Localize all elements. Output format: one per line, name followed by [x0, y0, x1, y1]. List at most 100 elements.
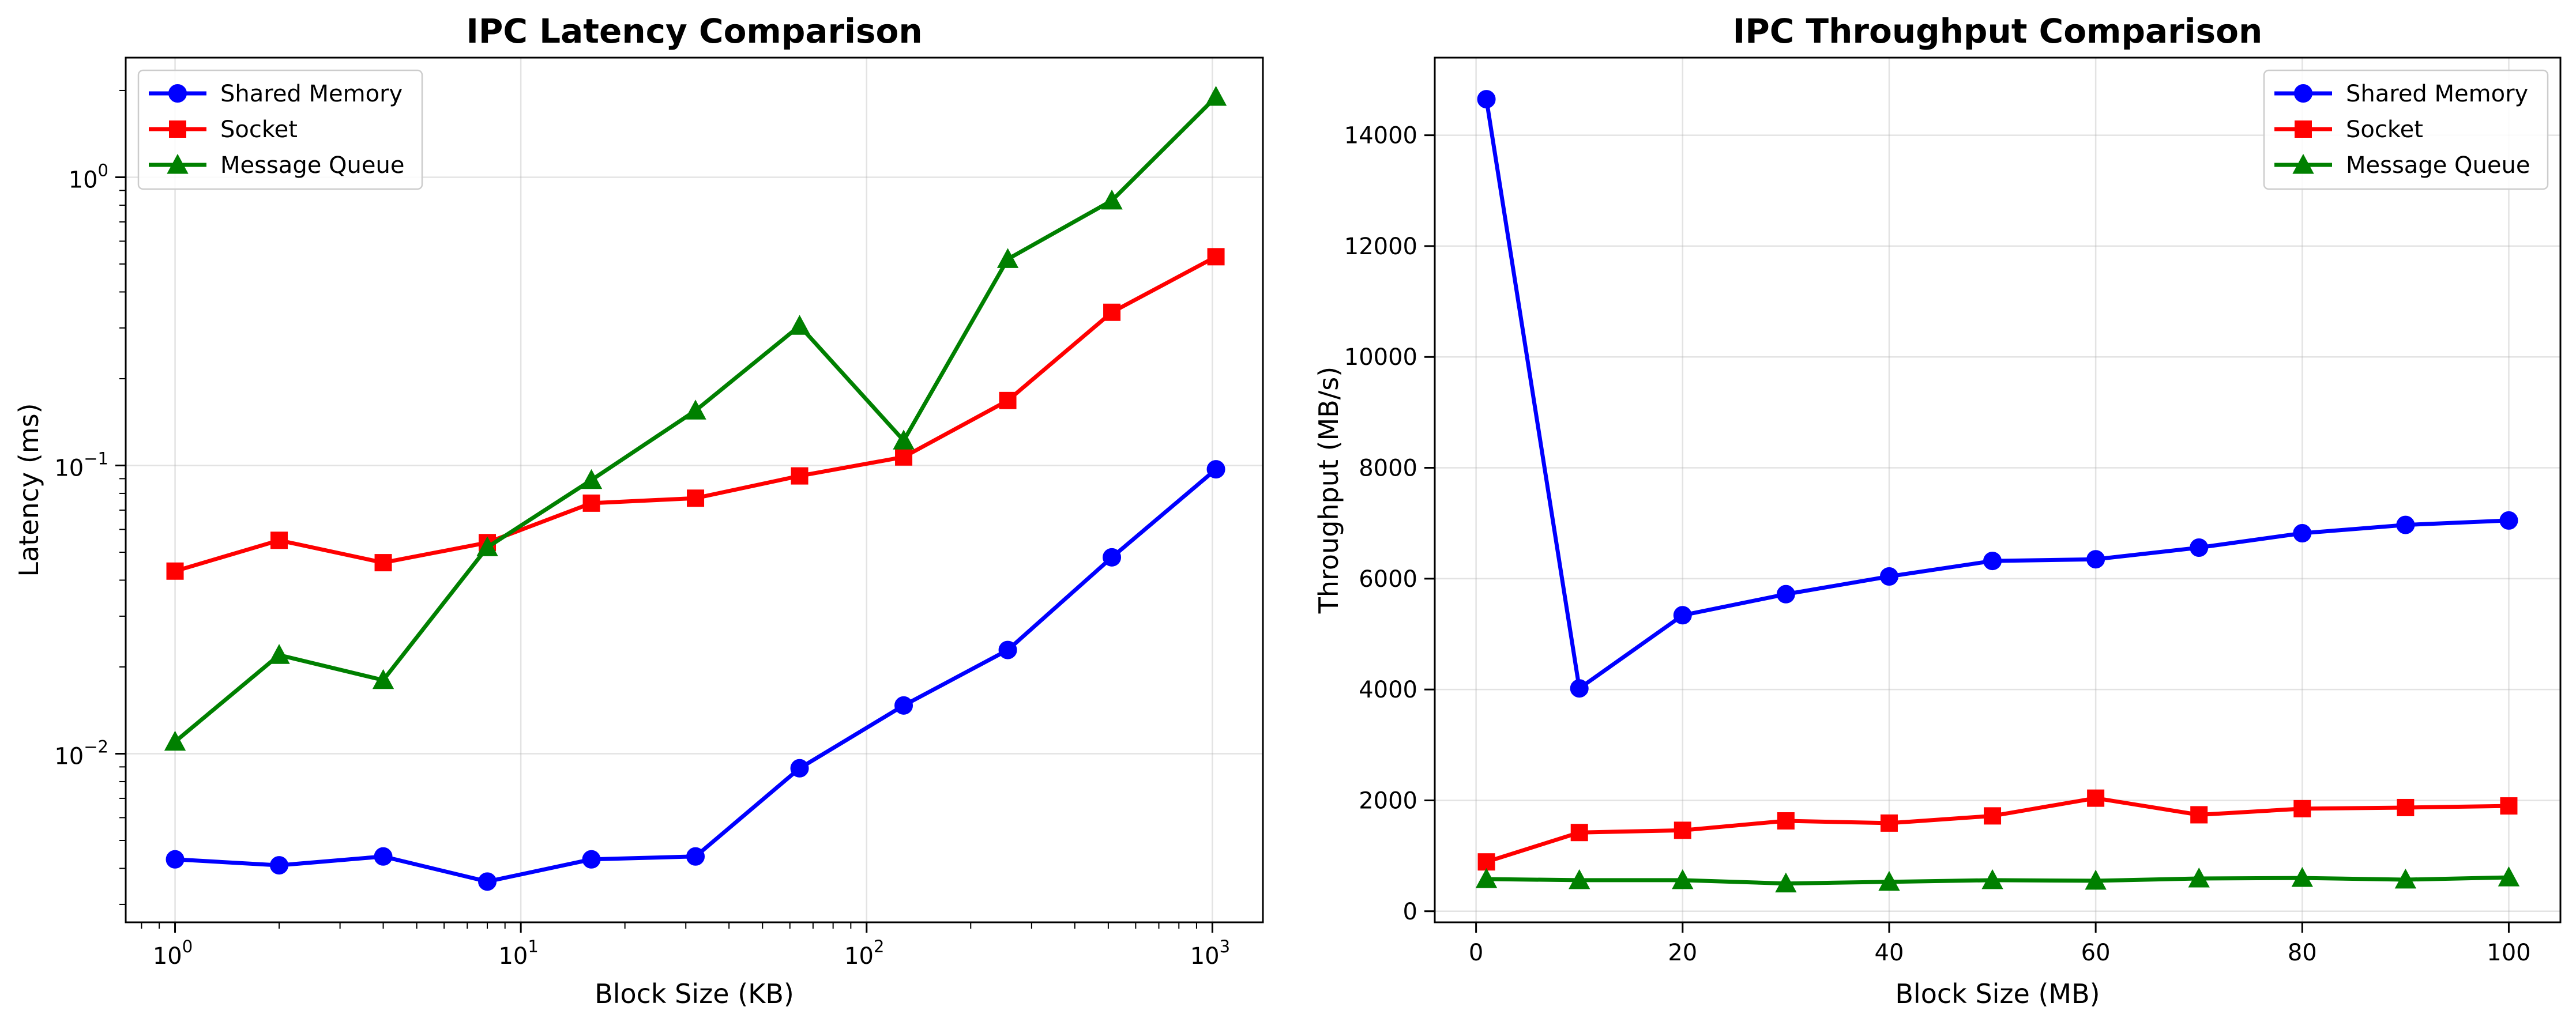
data-point [996, 248, 1019, 268]
legend-marker [169, 120, 186, 138]
data-point [788, 315, 811, 335]
data-point [1569, 869, 1590, 889]
data-point [1672, 869, 1694, 889]
data-point [1775, 872, 1797, 893]
data-point [1570, 679, 1589, 698]
series-message-queue [164, 86, 1227, 751]
tick-base: 10 [498, 943, 528, 970]
series-message-queue [1475, 866, 2520, 893]
tick-base: 10 [54, 455, 84, 481]
x-axis-label: Block Size (KB) [595, 978, 794, 1009]
data-point [582, 494, 600, 512]
data-point [1477, 853, 1495, 871]
data-point [1878, 870, 1900, 891]
data-point [2086, 550, 2105, 569]
legend-item: Message Queue [2274, 152, 2530, 179]
y-tick-label: 0 [1403, 899, 1417, 925]
data-point [1101, 189, 1123, 210]
legend-item: Shared Memory [149, 81, 403, 107]
data-point [895, 448, 913, 466]
plot-area [1435, 58, 2560, 922]
data-point [2188, 867, 2210, 888]
legend: Shared Memory Socket Message Queue [2263, 69, 2549, 190]
data-point [1205, 86, 1227, 106]
x-tick-label: 100 [2487, 940, 2530, 966]
y-axis-label: Latency (ms) [13, 403, 44, 576]
data-point [1570, 824, 1588, 842]
legend-item: Socket [2274, 116, 2423, 143]
legend-label: Socket [220, 116, 298, 143]
y-tick-label: 14000 [1344, 123, 1417, 149]
data-point [1103, 548, 1122, 567]
minor-ticks [119, 89, 1197, 929]
y-ticks: 0 2000 4000 6000 8000 10000 12000 14000 [1344, 123, 1435, 925]
legend-box [2263, 69, 2549, 190]
data-point [1673, 606, 1692, 625]
tick-exponent: −2 [84, 737, 108, 756]
y-tick-label: 2000 [1359, 787, 1417, 814]
tick-base: 10 [844, 943, 874, 970]
data-point [2499, 511, 2518, 530]
data-point [1880, 814, 1898, 832]
tick-base: 10 [54, 743, 84, 770]
x-tick-label: 101 [498, 937, 538, 970]
data-point [374, 554, 392, 572]
y-axis-label: Throughput (MB/s) [1313, 367, 1344, 614]
data-point [268, 644, 290, 664]
series-shared-memory [1477, 90, 2518, 698]
legend-label: Socket [2346, 116, 2423, 143]
legend-item: Message Queue [149, 152, 404, 179]
series-socket [1477, 789, 2518, 871]
x-tick-label: 80 [2288, 940, 2317, 966]
data-point [1206, 460, 1225, 479]
x-tick-label: 20 [1668, 940, 1697, 966]
data-point [998, 640, 1017, 659]
y-tick-label: 100 [69, 160, 108, 193]
data-point [2293, 524, 2312, 542]
data-point [2085, 869, 2107, 890]
data-point [374, 847, 393, 866]
data-point [166, 850, 185, 869]
data-point [1983, 552, 2002, 571]
data-point [582, 850, 601, 869]
x-tick-label: 0 [1469, 940, 1483, 966]
data-point [372, 669, 394, 689]
series-shared-memory [166, 460, 1225, 891]
data-point [790, 759, 809, 778]
data-point [1475, 868, 1498, 888]
chart-title: IPC Throughput Comparison [1733, 12, 2263, 51]
data-point [2397, 798, 2415, 816]
y-tick-label: 6000 [1359, 566, 1417, 593]
chart-title: IPC Latency Comparison [466, 12, 922, 51]
legend-marker [167, 153, 189, 174]
legend-label: Shared Memory [2346, 81, 2528, 107]
grid [126, 58, 1263, 922]
data-point [2396, 515, 2415, 534]
axes-frame [125, 56, 1264, 923]
data-point [1477, 90, 1496, 109]
tick-exponent: 0 [182, 937, 193, 956]
y-tick-label: 8000 [1359, 455, 1417, 482]
tick-exponent: 0 [98, 160, 108, 180]
data-point [2394, 868, 2417, 889]
y-tick-label: 10−1 [54, 448, 108, 481]
y-tick-label: 4000 [1359, 677, 1417, 703]
data-point [2293, 800, 2311, 817]
y-tick-label: 10000 [1344, 344, 1417, 371]
tick-exponent: 3 [1220, 937, 1230, 956]
data-point [685, 399, 706, 420]
x-ticks: 0 20 40 60 80 100 [1469, 922, 2531, 966]
series-socket [166, 248, 1225, 580]
legend-item: Socket [149, 116, 298, 143]
data-point [1207, 248, 1225, 266]
legend-item: Shared Memory [2274, 81, 2528, 107]
legend-box [137, 69, 423, 190]
data-point [1674, 821, 1691, 839]
tick-exponent: −1 [84, 448, 108, 468]
data-point [2087, 789, 2105, 807]
data-point [1103, 303, 1121, 321]
data-point [1777, 812, 1795, 830]
